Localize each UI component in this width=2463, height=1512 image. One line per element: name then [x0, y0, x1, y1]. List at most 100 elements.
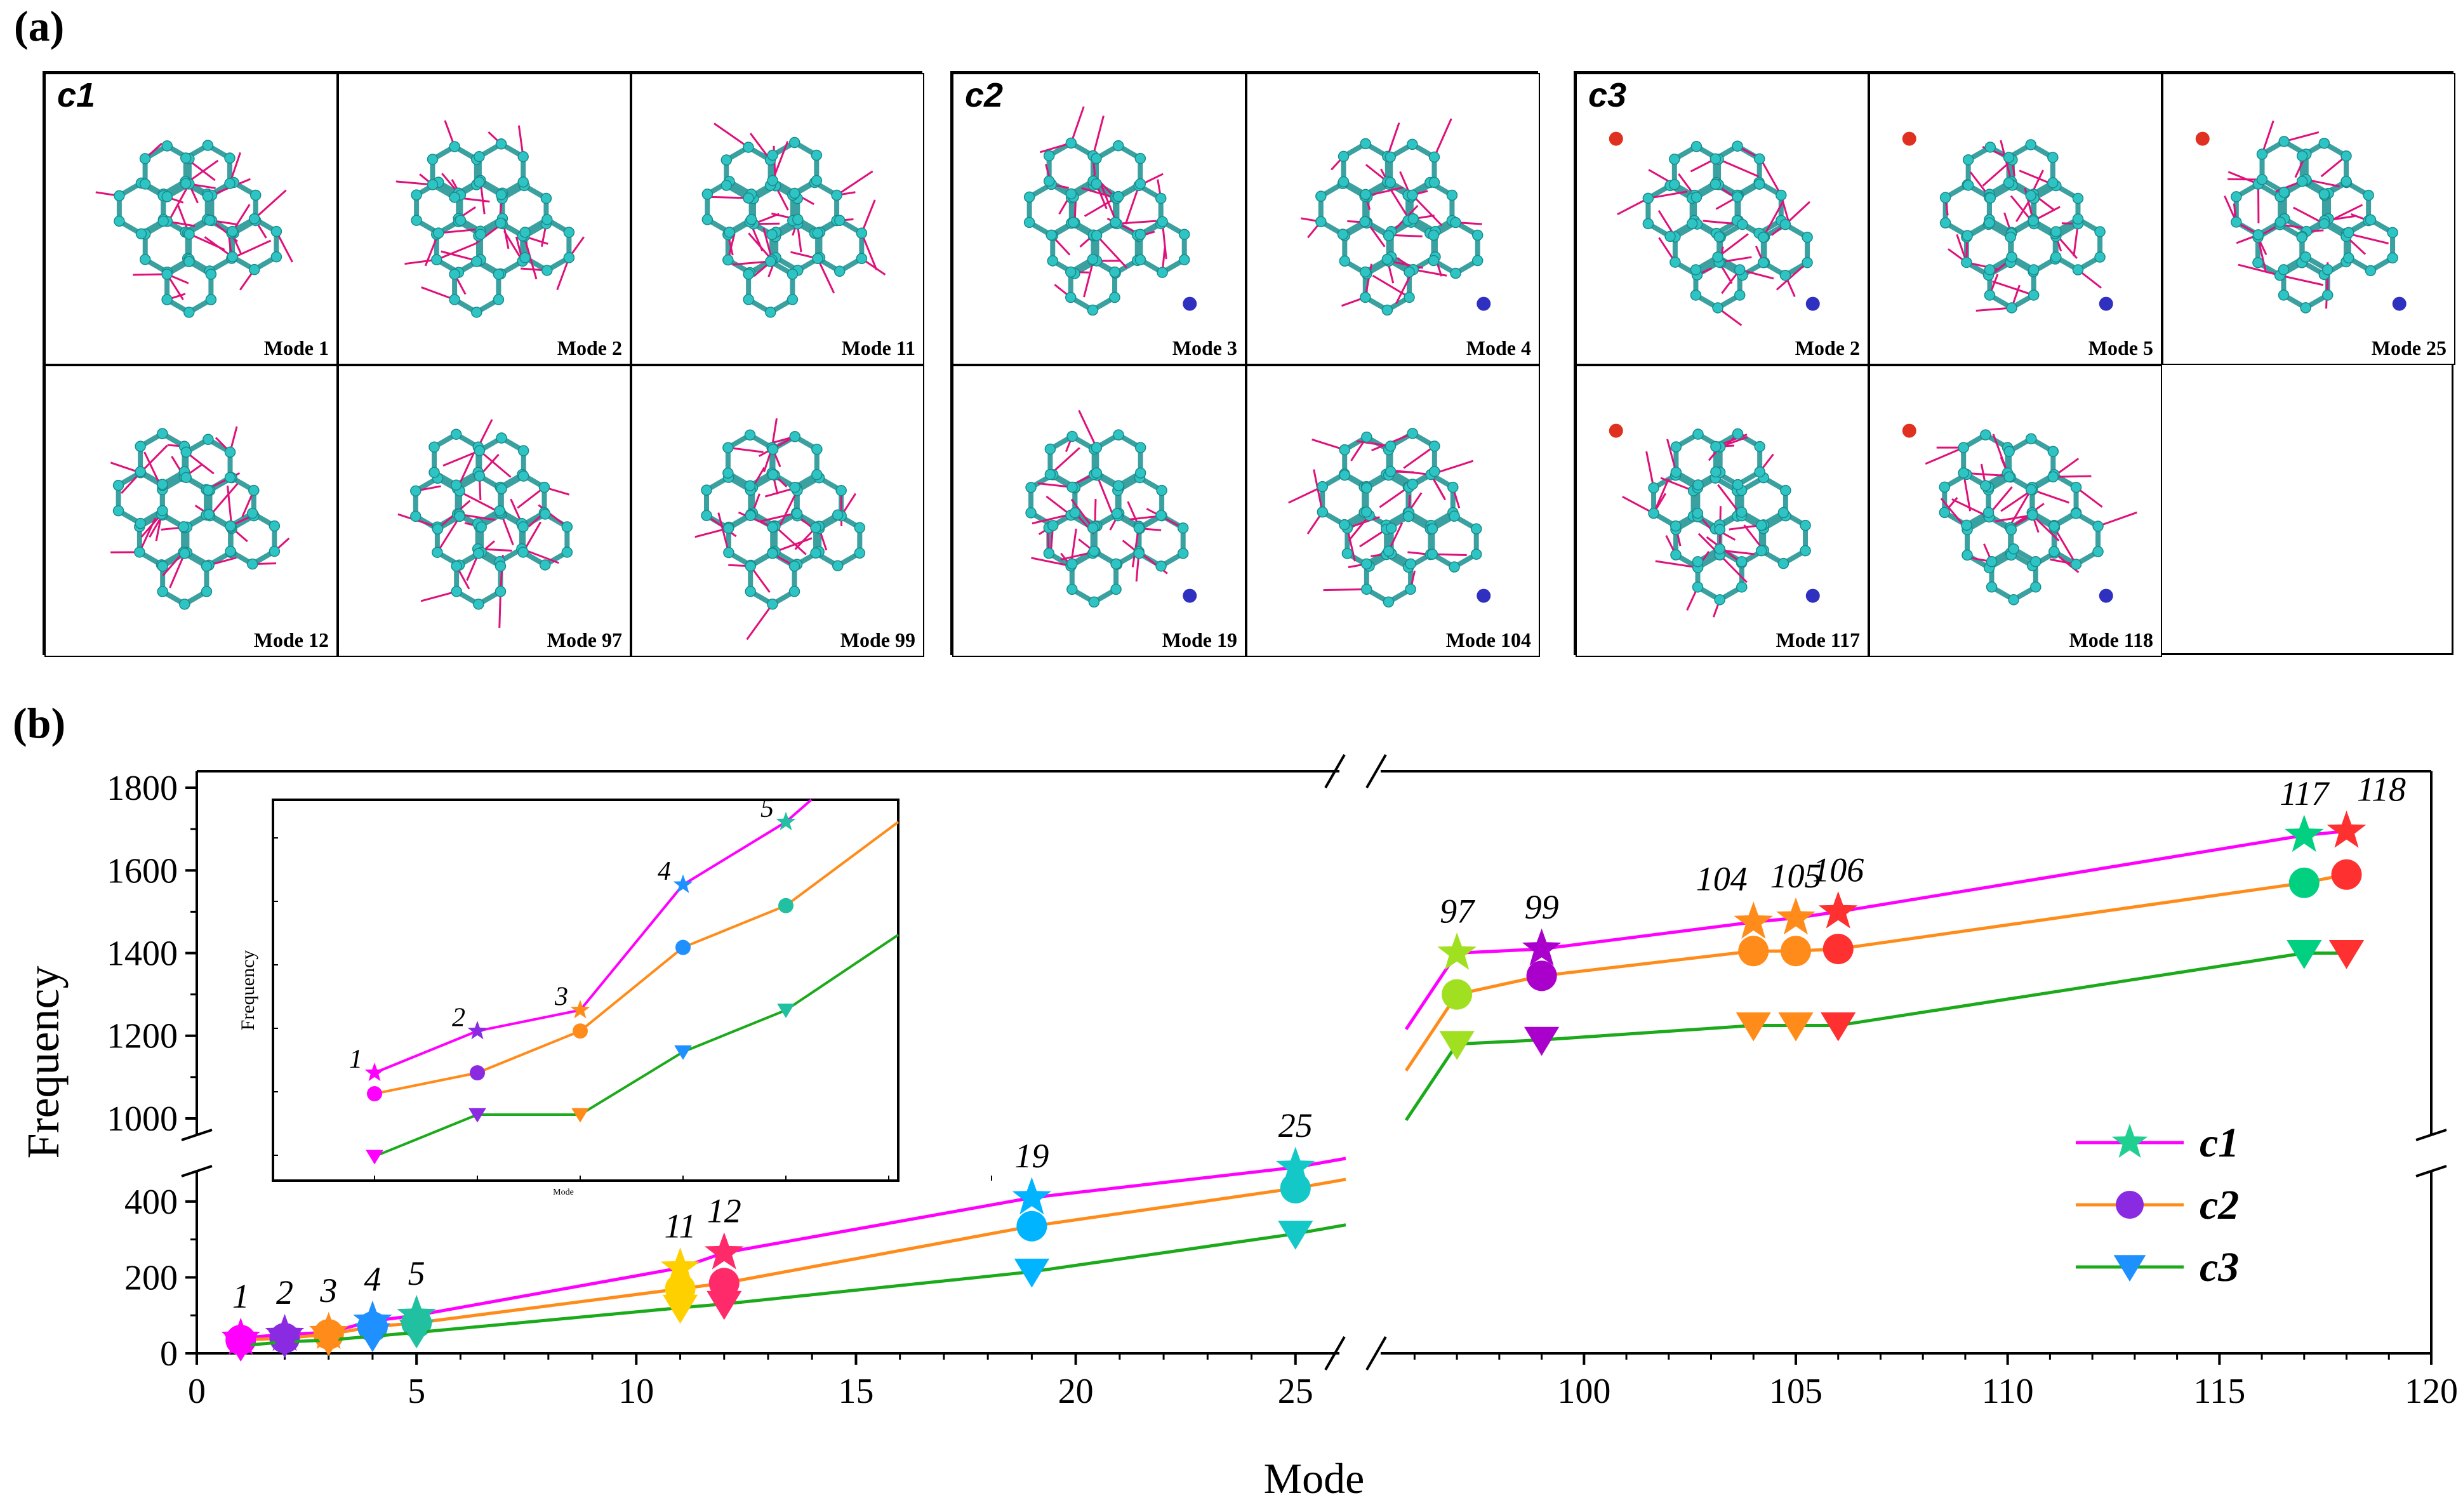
series-line-c3	[416, 1306, 680, 1334]
data-point-c2	[1016, 1210, 1047, 1242]
point-label: 117	[2280, 774, 2330, 812]
mode-cell: Mode 3	[952, 73, 1246, 365]
inset-line-c1	[579, 884, 684, 1011]
group-c1: Mode 1 Mode 2 Mode 11 Mode 12 Mode 97 Mode 99…	[43, 71, 924, 657]
series-line-c1	[724, 1196, 1032, 1255]
inset-y-title: Frequency	[237, 950, 258, 1031]
inset-point-c2	[675, 939, 691, 955]
inset-point-c1	[364, 1062, 385, 1082]
molecule-image	[1902, 131, 2113, 314]
inset-line-c1	[477, 1009, 581, 1033]
inset-point-c3	[571, 1108, 589, 1123]
data-point-c3	[1439, 1031, 1475, 1060]
molecule-image	[395, 120, 585, 318]
inset-point-c2	[573, 1023, 588, 1039]
frequency-chart: (b)0 5 10 15 20 25 100 105 110 115 120020040010001…	[13, 699, 2458, 1502]
panel-a-label: (a)	[14, 2, 65, 50]
x-tick-label: 5	[408, 1372, 425, 1411]
molecule-image	[397, 419, 573, 628]
y-tick-label: 1800	[107, 769, 178, 808]
data-point-c1	[1276, 1146, 1315, 1184]
y-axis-break-mark	[2415, 1165, 2447, 1177]
data-point-c1	[660, 1247, 700, 1285]
group-label: c2	[965, 76, 1004, 114]
series-line-c1	[1032, 1165, 1296, 1200]
molecule-image	[1025, 409, 1197, 608]
data-point-c2	[1526, 960, 1557, 991]
legend-marker-c3	[2113, 1255, 2146, 1282]
point-label: 118	[2357, 770, 2406, 808]
group-label: c1	[57, 76, 96, 114]
legend-label-c3: c3	[2200, 1244, 2239, 1290]
point-label: 106	[1812, 851, 1864, 889]
series-line-c3	[1456, 1038, 1542, 1046]
x-tick-label: 115	[2193, 1372, 2245, 1411]
data-point-c1	[2327, 811, 2367, 848]
point-label: 99	[1525, 888, 1559, 926]
data-point-c1	[705, 1232, 744, 1270]
inset-point-c1	[776, 811, 796, 831]
mode-cell: Mode 25	[2162, 73, 2455, 365]
data-point-c3	[1014, 1258, 1049, 1288]
point-label: 105	[1770, 857, 1821, 895]
x-tick-label: 10	[618, 1372, 654, 1411]
mode-cell: Mode 104	[1246, 365, 1540, 657]
mode-label: Mode 19	[1162, 628, 1237, 651]
y-tick-label: 0	[160, 1334, 178, 1374]
point-label: 25	[1278, 1106, 1313, 1144]
mode-label: Mode 5	[2088, 336, 2153, 359]
data-point-c3	[1778, 1012, 1814, 1042]
panel-b-label: (b)	[13, 699, 65, 747]
mode-label: Mode 99	[840, 628, 915, 651]
mode-label: Mode 25	[2371, 336, 2446, 359]
point-label: 11	[665, 1207, 696, 1245]
x-tick-label: 20	[1058, 1372, 1094, 1411]
series-line-c1	[416, 1266, 680, 1317]
point-label: 4	[364, 1260, 381, 1298]
inset-point-c3	[468, 1108, 486, 1123]
point-label: 19	[1014, 1137, 1049, 1175]
legend-marker-c1	[2111, 1124, 2148, 1158]
mode-label: Mode 3	[1172, 336, 1237, 359]
series-line-c1	[1541, 920, 1754, 951]
mode-cell: Mode 1	[44, 73, 338, 365]
y-tick-label: 1000	[107, 1099, 178, 1139]
mode-cell: Mode 4	[1246, 73, 1540, 365]
data-point-c3	[223, 1332, 258, 1362]
point-label: 3	[319, 1271, 337, 1310]
data-point-c3	[662, 1294, 698, 1324]
series-line-c2	[1404, 993, 1459, 1072]
mode-label: Mode 12	[253, 628, 329, 651]
data-point-c2	[2331, 859, 2362, 890]
series-line-c2	[1032, 1186, 1296, 1228]
inset-point-label: 4	[658, 857, 671, 886]
data-point-c2	[1780, 936, 1811, 967]
inset-line-c2	[682, 904, 787, 949]
group-c2: Mode 3 Mode 4 Mode 19 Mode 104 c2	[950, 71, 1540, 657]
series-line-c3	[1032, 1232, 1296, 1273]
series-line-c3	[1541, 1023, 1754, 1042]
data-point-c2	[1822, 933, 1854, 964]
x-tick-label: 110	[1982, 1372, 2034, 1411]
mode-label: Mode 117	[1776, 628, 1860, 651]
data-point-c3	[2287, 939, 2322, 969]
mode-cell: Mode 11	[631, 73, 924, 365]
inset-line-c3	[682, 1009, 787, 1054]
inset-line-c2	[477, 1030, 581, 1074]
series-line-c3	[1404, 1043, 1459, 1122]
inset-line-c3	[785, 934, 900, 1012]
y-tick-label: 1600	[107, 851, 178, 891]
mode-cell: Mode 99	[631, 365, 924, 657]
molecule-image	[2195, 120, 2407, 314]
group-c3: Mode 2 Mode 5 Mode 25 Mode 117 Mode 118 c3	[1574, 71, 2455, 657]
inset-line-c1	[785, 799, 813, 823]
mode-label: Mode 104	[1445, 628, 1531, 651]
molecule-image	[1609, 423, 1820, 618]
mode-cell: Mode 12	[44, 365, 338, 657]
y-tick-label: 200	[124, 1258, 178, 1297]
data-point-c3	[1524, 1026, 1560, 1056]
x-tick-label: 120	[2405, 1372, 2458, 1411]
series-line-c1	[1456, 947, 1542, 955]
inset-point-c2	[778, 898, 793, 913]
legend-label-c2: c2	[2200, 1182, 2239, 1228]
